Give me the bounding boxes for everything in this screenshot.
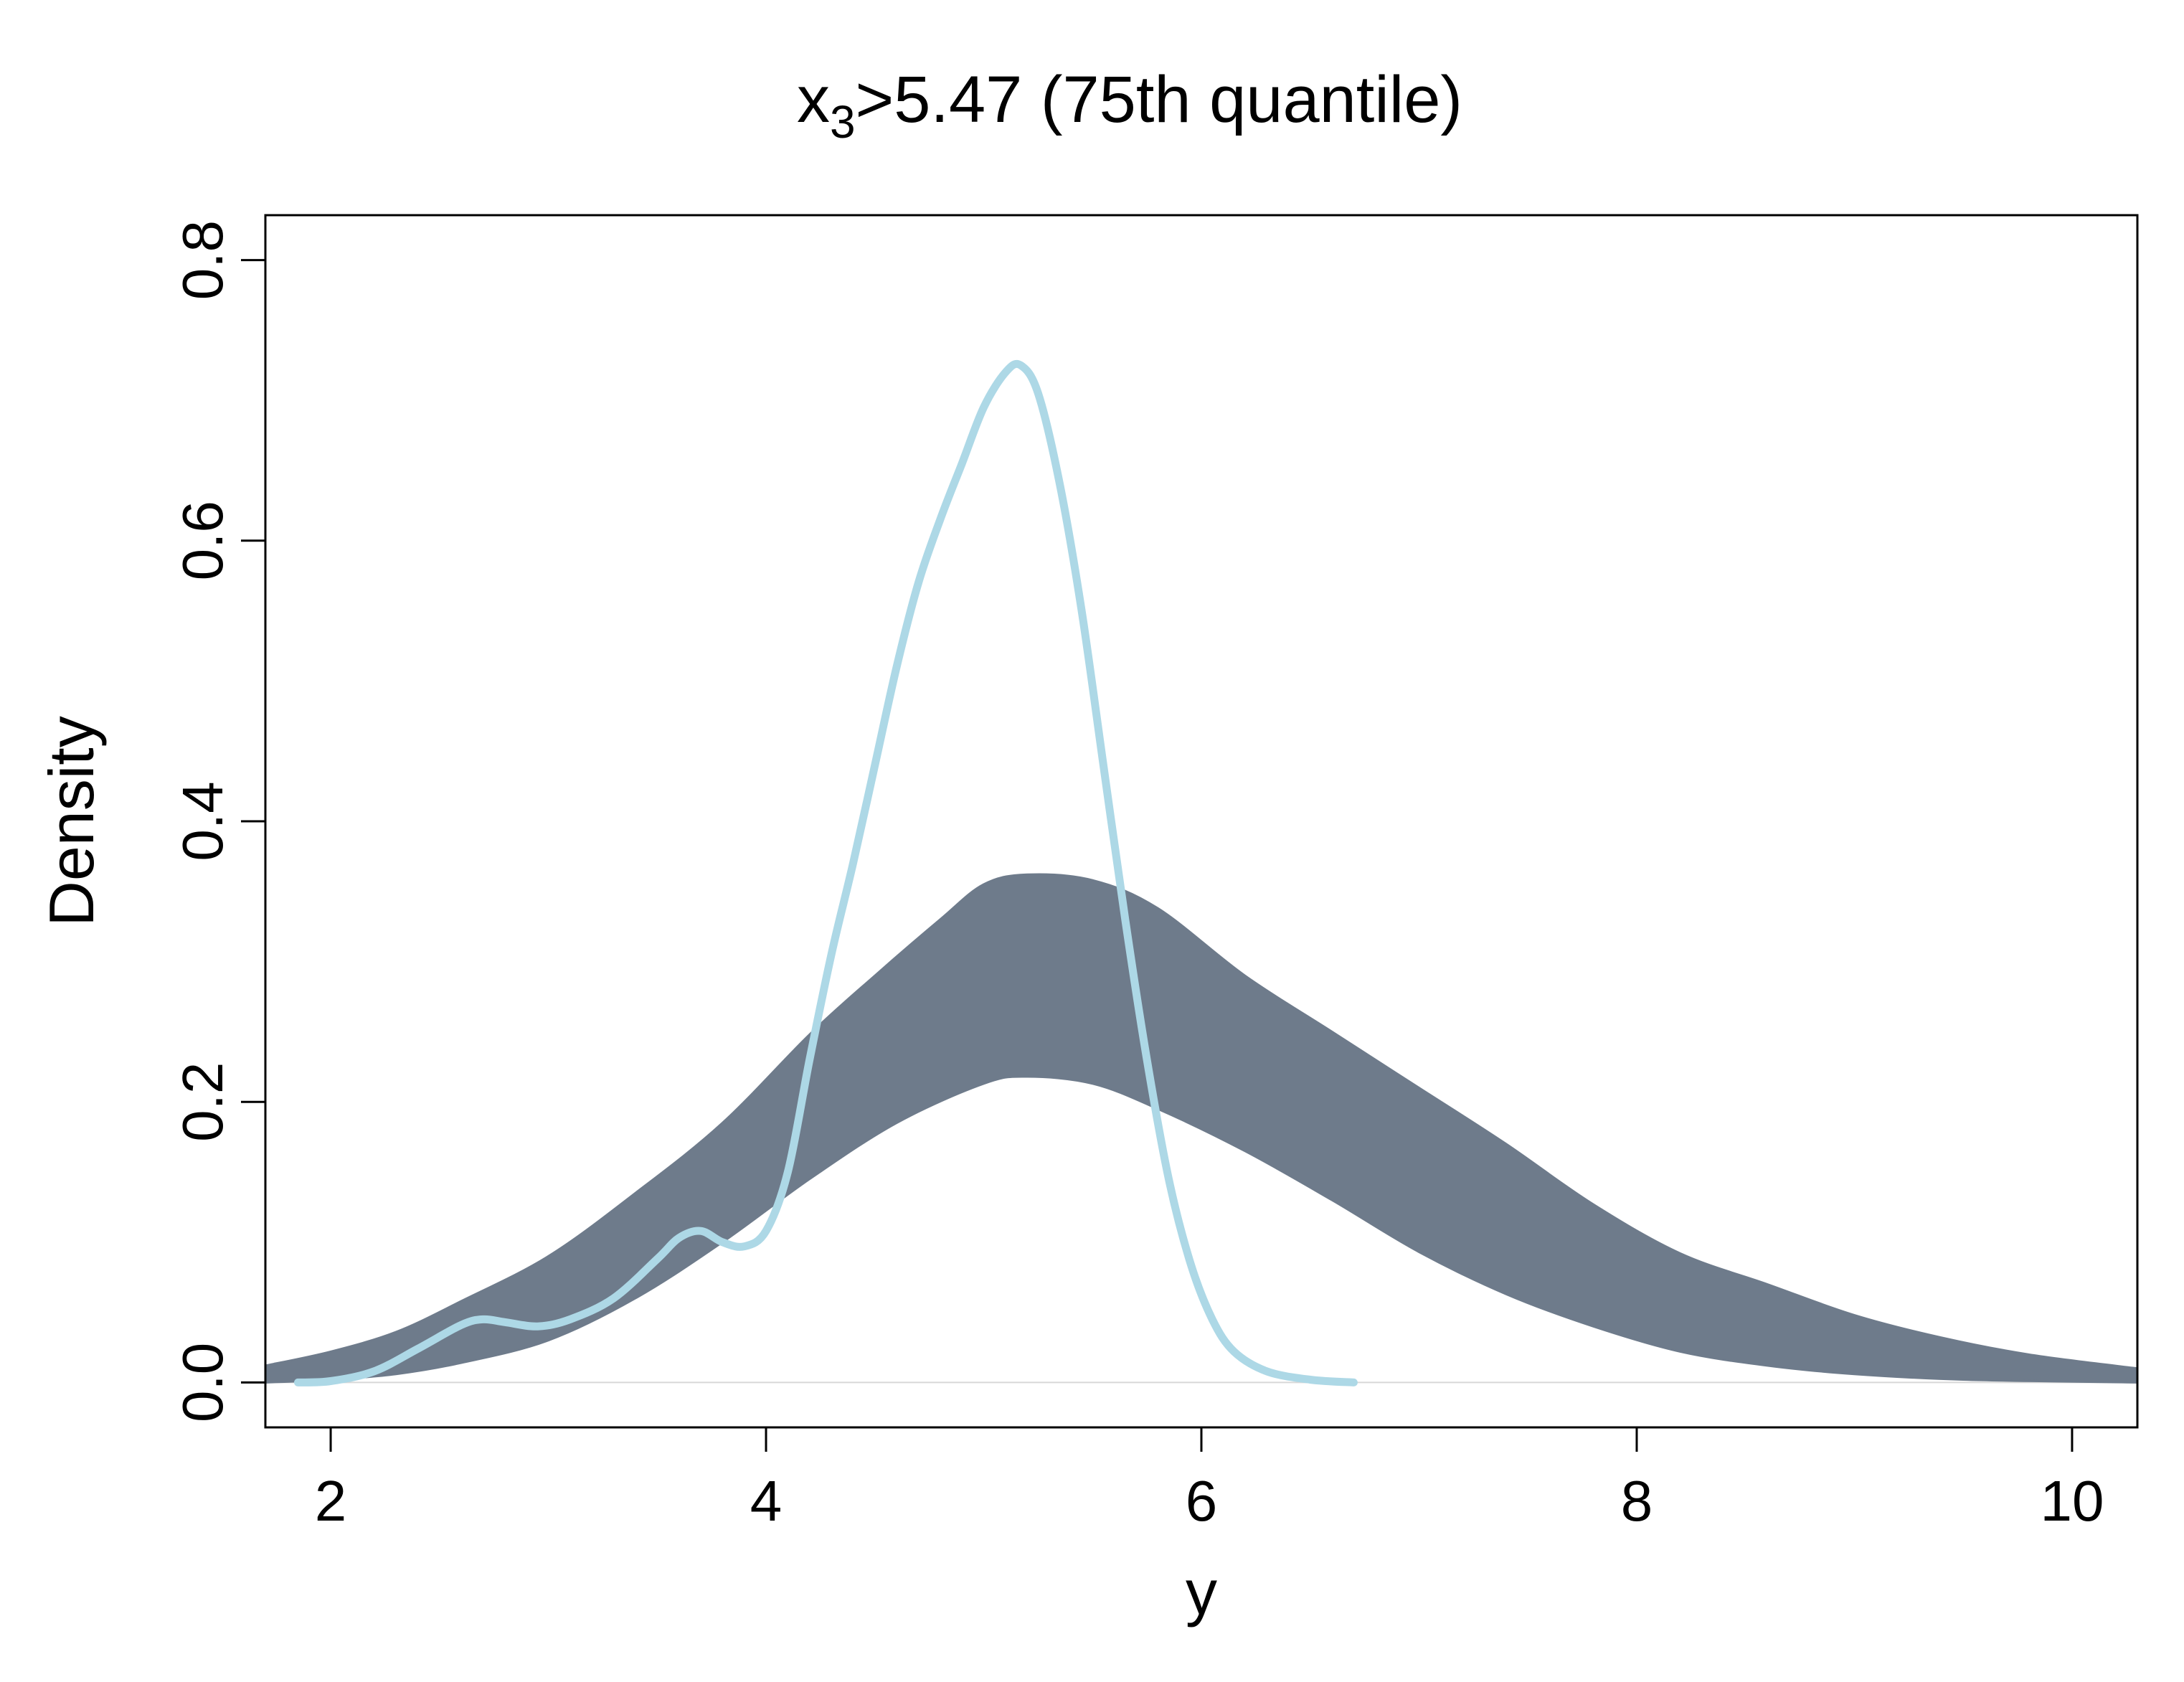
replicated-density-band	[265, 873, 2137, 1384]
density-band-area	[265, 873, 2137, 1384]
x-tick-label: 8	[1621, 1469, 1653, 1533]
y-tick-label: 0.8	[171, 220, 235, 300]
chart-title-subscript: 3	[830, 96, 856, 148]
x-tick-label: 2	[315, 1469, 347, 1533]
observed-density	[294, 359, 1358, 1386]
y-tick-label: 0.2	[171, 1062, 235, 1142]
x-axis-label: y	[1186, 1556, 1217, 1627]
x-tick-label: 10	[2040, 1469, 2104, 1533]
x-axis: 2 4 6 8 10	[315, 1426, 2104, 1533]
chart-title: x3>5.47 (75th quantile)	[797, 63, 1462, 148]
y-tick-label: 0.0	[171, 1343, 235, 1422]
plot-frame	[264, 214, 2139, 1429]
x-tick-label: 4	[750, 1469, 783, 1533]
x-tick-label: 6	[1186, 1469, 1218, 1533]
y-axis-label: Density	[36, 716, 107, 926]
y-axis: 0.0 0.2 0.4 0.6 0.8	[171, 220, 267, 1422]
y-tick-label: 0.6	[171, 501, 235, 580]
y-tick-label: 0.4	[171, 781, 235, 861]
observed-density-line	[294, 359, 1358, 1386]
